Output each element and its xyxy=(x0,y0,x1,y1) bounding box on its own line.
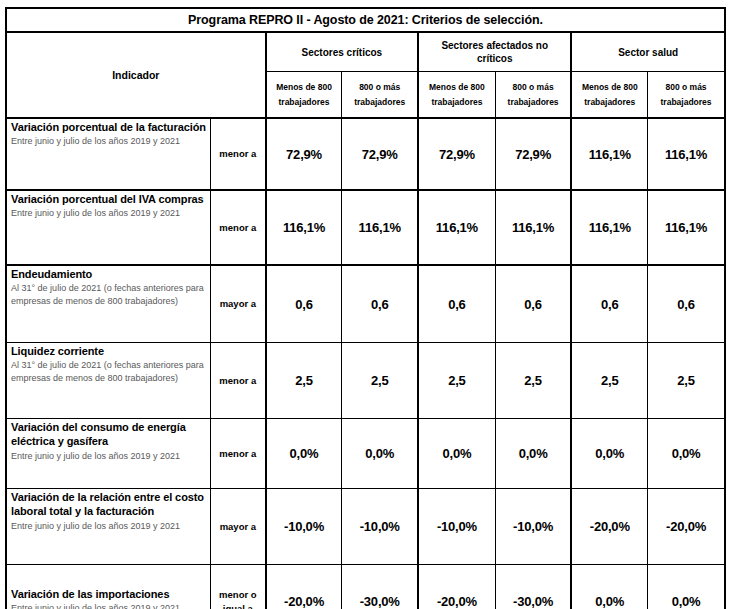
subheader-menos-800: Menos de 800 trabajadores xyxy=(571,72,647,119)
indicator-name: Variación del consumo de energía eléctri… xyxy=(11,420,206,449)
condition-cell: mayor a xyxy=(211,265,266,343)
value-cell: 0,6 xyxy=(648,265,725,343)
value-cell: -20,0% xyxy=(418,565,495,609)
condition-cell: menor a xyxy=(211,190,266,265)
value-cell: 72,9% xyxy=(418,118,495,190)
table-row: Variación de la relación entre el costo … xyxy=(6,489,725,565)
value-cell: 0,0% xyxy=(418,419,495,489)
value-cell: 0,0% xyxy=(648,565,725,609)
condition-cell: mayor a xyxy=(211,489,266,565)
value-cell: -10,0% xyxy=(495,489,571,565)
subheader-800-mas: 800 o más trabajadores xyxy=(648,72,725,119)
indicator-name: Variación de la relación entre el costo … xyxy=(11,490,206,519)
value-cell: 116,1% xyxy=(342,190,418,265)
value-cell: 0,0% xyxy=(571,565,647,609)
condition-cell: menor o igual a xyxy=(211,565,266,609)
indicator-cell: Endeudamiento Al 31° de julio de 2021 (o… xyxy=(6,265,211,343)
criteria-table: Programa REPRO II - Agosto de 2021: Crit… xyxy=(5,7,726,609)
value-cell: 116,1% xyxy=(418,190,495,265)
indicator-name: Endeudamiento xyxy=(11,267,206,281)
value-cell: 0,0% xyxy=(495,419,571,489)
subheader-menos-800: Menos de 800 trabajadores xyxy=(418,72,495,119)
condition-cell: menor a xyxy=(211,343,266,419)
value-cell: -10,0% xyxy=(266,489,342,565)
value-cell: -20,0% xyxy=(266,565,342,609)
subheader-800-mas: 800 o más trabajadores xyxy=(342,72,418,119)
value-cell: 72,9% xyxy=(342,118,418,190)
value-cell: 0,6 xyxy=(266,265,342,343)
indicator-name: Liquidez corriente xyxy=(11,344,206,358)
indicator-note: Entre junio y julio de los años 2019 y 2… xyxy=(11,207,206,220)
value-cell: 2,5 xyxy=(266,343,342,419)
condition-cell: menor a xyxy=(211,419,266,489)
indicator-name: Variación de las importaciones xyxy=(11,587,206,601)
value-cell: 0,0% xyxy=(571,419,647,489)
table-row: Endeudamiento Al 31° de julio de 2021 (o… xyxy=(6,265,725,343)
value-cell: -30,0% xyxy=(342,565,418,609)
group-header-sectores-criticos: Sectores críticos xyxy=(266,32,418,72)
indicator-note: Al 31° de julio de 2021 (o fechas anteri… xyxy=(11,282,206,308)
indicator-name: Variación porcentual de la facturación xyxy=(11,120,206,134)
indicator-cell: Variación de las importaciones Entre jun… xyxy=(6,565,211,609)
value-cell: -20,0% xyxy=(571,489,647,565)
table-row: Variación de las importaciones Entre jun… xyxy=(6,565,725,609)
indicator-cell: Variación porcentual del IVA compras Ent… xyxy=(6,190,211,265)
table-row: Variación porcentual del IVA compras Ent… xyxy=(6,190,725,265)
indicator-note: Entre junio y julio de los años 2019 y 2… xyxy=(11,602,206,609)
subheader-menos-800: Menos de 800 trabajadores xyxy=(266,72,342,119)
value-cell: 0,6 xyxy=(342,265,418,343)
value-cell: 116,1% xyxy=(266,190,342,265)
value-cell: -10,0% xyxy=(418,489,495,565)
indicator-cell: Variación del consumo de energía eléctri… xyxy=(6,419,211,489)
document-sheet: Programa REPRO II - Agosto de 2021: Crit… xyxy=(5,7,726,609)
indicator-name: Variación porcentual del IVA compras xyxy=(11,192,206,206)
value-cell: 0,6 xyxy=(418,265,495,343)
value-cell: 116,1% xyxy=(648,190,725,265)
value-cell: 72,9% xyxy=(266,118,342,190)
indicator-note: Entre junio y julio de los años 2019 y 2… xyxy=(11,135,206,148)
indicator-note: Al 31° de julio de 2021 (o fechas anteri… xyxy=(11,359,206,385)
value-cell: 116,1% xyxy=(571,190,647,265)
value-cell: 116,1% xyxy=(571,118,647,190)
value-cell: 116,1% xyxy=(495,190,571,265)
value-cell: 72,9% xyxy=(495,118,571,190)
value-cell: -30,0% xyxy=(495,565,571,609)
value-cell: -20,0% xyxy=(648,489,725,565)
value-cell: 2,5 xyxy=(418,343,495,419)
value-cell: 116,1% xyxy=(648,118,725,190)
value-cell: -10,0% xyxy=(342,489,418,565)
table-row: Variación del consumo de energía eléctri… xyxy=(6,419,725,489)
indicator-cell: Liquidez corriente Al 31° de julio de 20… xyxy=(6,343,211,419)
indicator-cell: Variación de la relación entre el costo … xyxy=(6,489,211,565)
value-cell: 2,5 xyxy=(495,343,571,419)
indicator-note: Entre junio y julio de los años 2019 y 2… xyxy=(11,450,206,463)
value-cell: 2,5 xyxy=(571,343,647,419)
value-cell: 0,0% xyxy=(266,419,342,489)
value-cell: 2,5 xyxy=(342,343,418,419)
value-cell: 0,0% xyxy=(342,419,418,489)
table-title: Programa REPRO II - Agosto de 2021: Crit… xyxy=(6,8,725,32)
value-cell: 2,5 xyxy=(648,343,725,419)
table-row: Variación porcentual de la facturación E… xyxy=(6,118,725,190)
group-header-sector-salud: Sector salud xyxy=(571,32,725,72)
column-header-indicador: Indicador xyxy=(6,32,266,118)
group-header-sectores-afectados: Sectores afectados no críticos xyxy=(418,32,571,72)
subheader-800-mas: 800 o más trabajadores xyxy=(495,72,571,119)
table-row: Liquidez corriente Al 31° de julio de 20… xyxy=(6,343,725,419)
condition-cell: menor a xyxy=(211,118,266,190)
indicator-cell: Variación porcentual de la facturación E… xyxy=(6,118,211,190)
value-cell: 0,6 xyxy=(571,265,647,343)
value-cell: 0,6 xyxy=(495,265,571,343)
value-cell: 0,0% xyxy=(648,419,725,489)
indicator-note: Entre junio y julio de los años 2019 y 2… xyxy=(11,520,206,533)
